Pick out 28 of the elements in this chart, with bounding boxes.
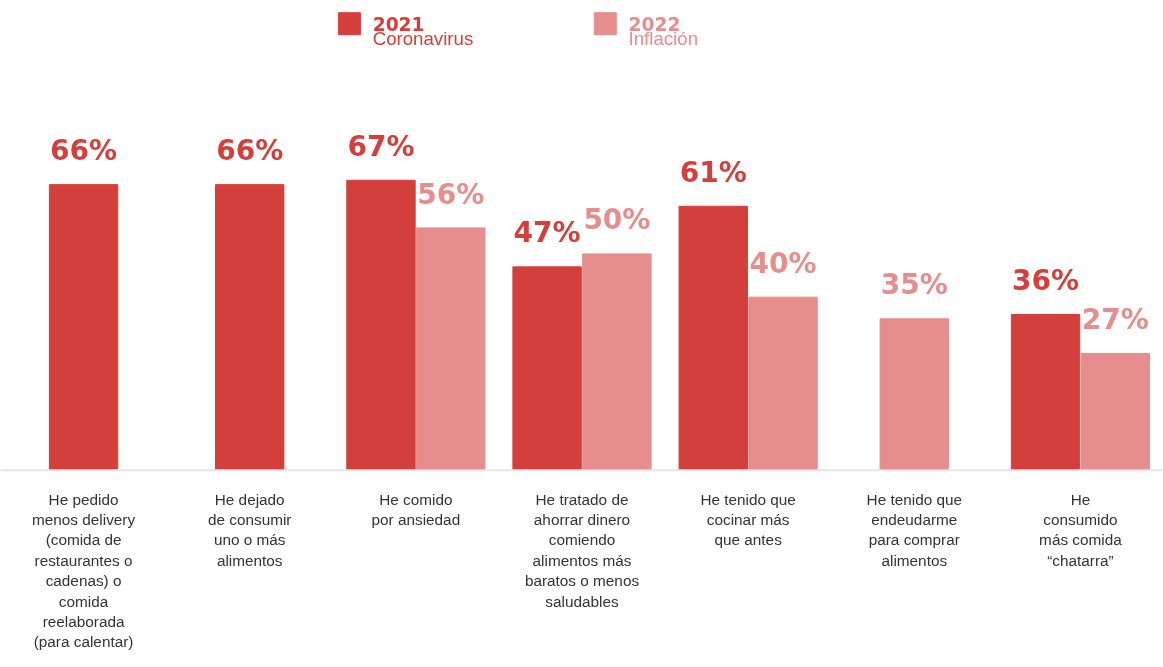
bar [582, 253, 652, 471]
x-tick-label: He pedido menos delivery (comida de restaurantes o cadenas) o comida reelaborada (para calentar) [32, 490, 136, 651]
data-label: 36% [1012, 264, 1080, 298]
data-label: 61% [679, 155, 747, 189]
data-label: 56% [417, 177, 485, 211]
data-label: 40% [749, 246, 817, 280]
bar [1010, 313, 1081, 471]
data-label: 66% [216, 134, 284, 168]
bar [416, 227, 486, 471]
bar [346, 179, 416, 471]
data-label: 27% [1081, 303, 1149, 337]
x-tick-label: He tenido que endeudarme para comprar alimentos [866, 490, 963, 569]
bar [1080, 352, 1151, 471]
x-tick-label: He comido por ansiedad [371, 490, 461, 528]
bar [678, 205, 748, 471]
x-tick-label: He consumido más comida “chatarra” [1039, 490, 1123, 569]
data-label: 35% [880, 268, 948, 302]
x-tick-label: He dejado de consumir uno o más alimentos [207, 490, 292, 569]
data-label: 67% [347, 129, 415, 163]
data-label: 47% [513, 216, 581, 250]
data-label: 66% [50, 134, 118, 168]
legend-label: 2021 Coronavirus [372, 13, 474, 49]
bar [512, 266, 582, 471]
x-tick-label: He tratado de ahorrar dinero comiendo alimentos más baratos o menos saludables [524, 490, 640, 610]
x-tick-label: He tenido que cocinar más que antes [700, 490, 796, 549]
data-label: 50% [583, 203, 651, 237]
legend-label: 2022 Inflación [628, 13, 699, 49]
bar [748, 296, 818, 471]
